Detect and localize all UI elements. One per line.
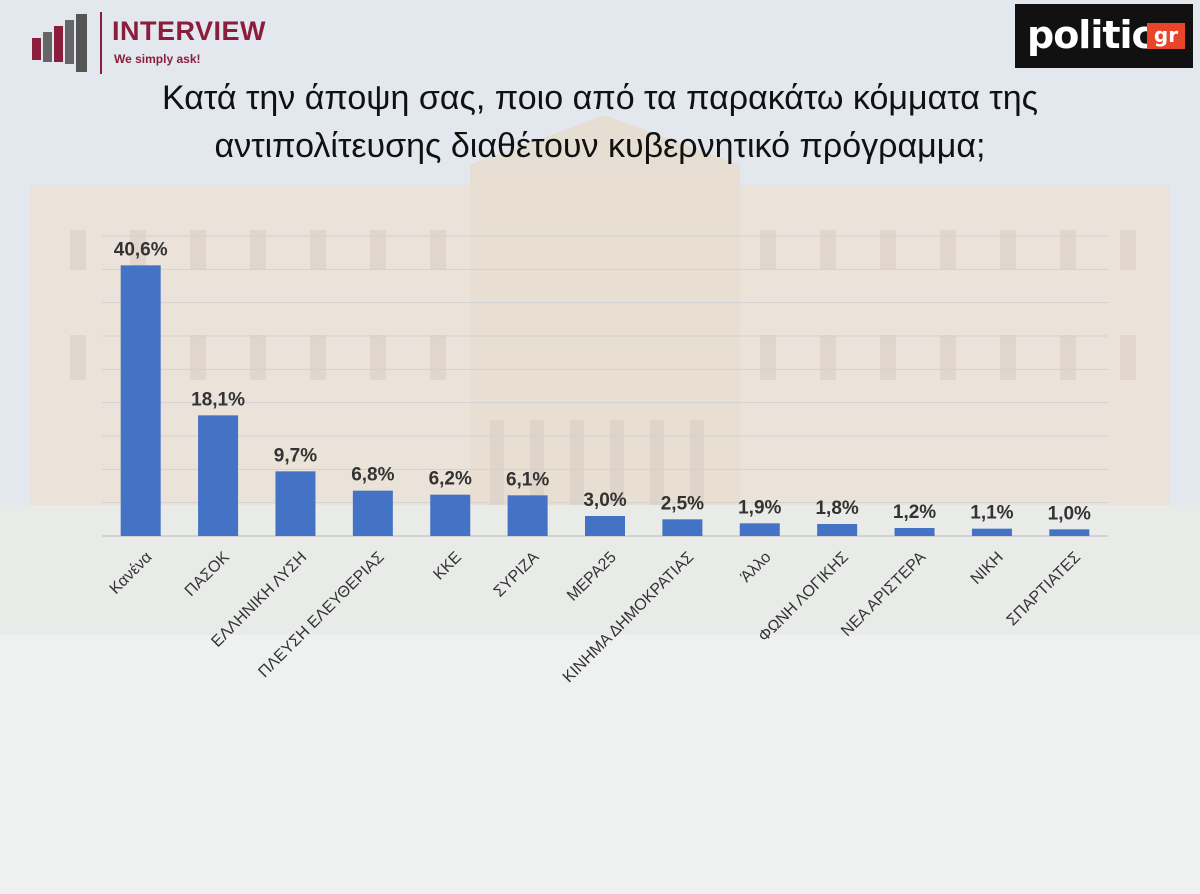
bar xyxy=(430,494,471,536)
bar-value-label: 1,8% xyxy=(815,498,858,519)
category-label: ΠΛΕΥΣΗ ΕΛΕΥΘΕΡΙΑΣ xyxy=(255,549,387,681)
interview-bars-icon xyxy=(32,14,87,72)
bar xyxy=(894,528,935,536)
category-label: ΝΙΚΗ xyxy=(968,549,1007,588)
bar-value-label: 1,9% xyxy=(738,497,781,518)
interview-logo-tagline: We simply ask! xyxy=(114,52,201,66)
bar xyxy=(585,516,625,536)
bar xyxy=(507,495,548,536)
chart-bars xyxy=(120,265,1090,536)
bar-value-label: 9,7% xyxy=(274,445,317,466)
bar-value-label: 6,1% xyxy=(506,469,549,490)
category-label: ΚΚΕ xyxy=(430,549,465,584)
bar xyxy=(120,265,161,536)
chart-title: Κατά την άποψη σας, ποιο από τα παρακάτω… xyxy=(60,74,1140,170)
bar-value-label: 2,5% xyxy=(661,493,704,514)
bar xyxy=(971,528,1012,536)
interview-logo: INTERVIEW We simply ask! xyxy=(30,10,300,78)
interview-logo-name: INTERVIEW xyxy=(112,16,267,46)
bar xyxy=(817,524,858,536)
politic-logo: politic gr xyxy=(1015,4,1193,68)
bar xyxy=(198,415,239,536)
chart-title-line-2: αντιπολίτευσης διαθέτουν κυβερνητικό πρό… xyxy=(214,127,986,165)
chart-value-labels: 40,6% 18,1% 9,7% 6,8% 6,2% 6,1% 3,0% 2,5% 1,9% 1,… xyxy=(114,239,1091,524)
category-label: ΣΠΑΡΤΙΑΤΕΣ xyxy=(1004,549,1085,630)
bar-value-label: 18,1% xyxy=(191,389,245,410)
bar-value-label: 6,2% xyxy=(429,469,472,490)
category-label: ΝΕΑ ΑΡΙΣΤΕΡΑ xyxy=(838,549,929,640)
bar xyxy=(275,471,316,536)
bar-value-label: 1,1% xyxy=(970,503,1013,524)
politic-logo-suffix: gr xyxy=(1147,23,1185,49)
chart-title-line-1: Κατά την άποψη σας, ποιο από τα παρακάτω… xyxy=(161,79,1039,117)
bar xyxy=(662,519,703,536)
bar-value-label: 40,6% xyxy=(114,239,168,260)
bar xyxy=(739,523,780,536)
category-label: ΣΥΡΙΖΑ xyxy=(491,549,543,601)
bar xyxy=(352,490,393,536)
bar-value-label: 3,0% xyxy=(583,490,626,511)
category-label: Άλλο xyxy=(738,549,775,586)
politic-logo-name: politic xyxy=(1027,13,1154,57)
category-label: ΜΕΡΑ25 xyxy=(564,549,620,605)
bar-value-label: 1,0% xyxy=(1048,503,1091,524)
category-label: ΚΙΝΗΜΑ ΔΗΜΟΚΡΑΤΙΑΣ xyxy=(560,549,697,686)
bar-value-label: 6,8% xyxy=(351,465,394,486)
bar xyxy=(1049,529,1090,536)
category-label: ΠΑΣΟΚ xyxy=(182,549,233,600)
category-label: Κανένα xyxy=(107,549,156,598)
bar-value-label: 1,2% xyxy=(893,502,936,523)
interview-logo-divider xyxy=(100,12,102,74)
